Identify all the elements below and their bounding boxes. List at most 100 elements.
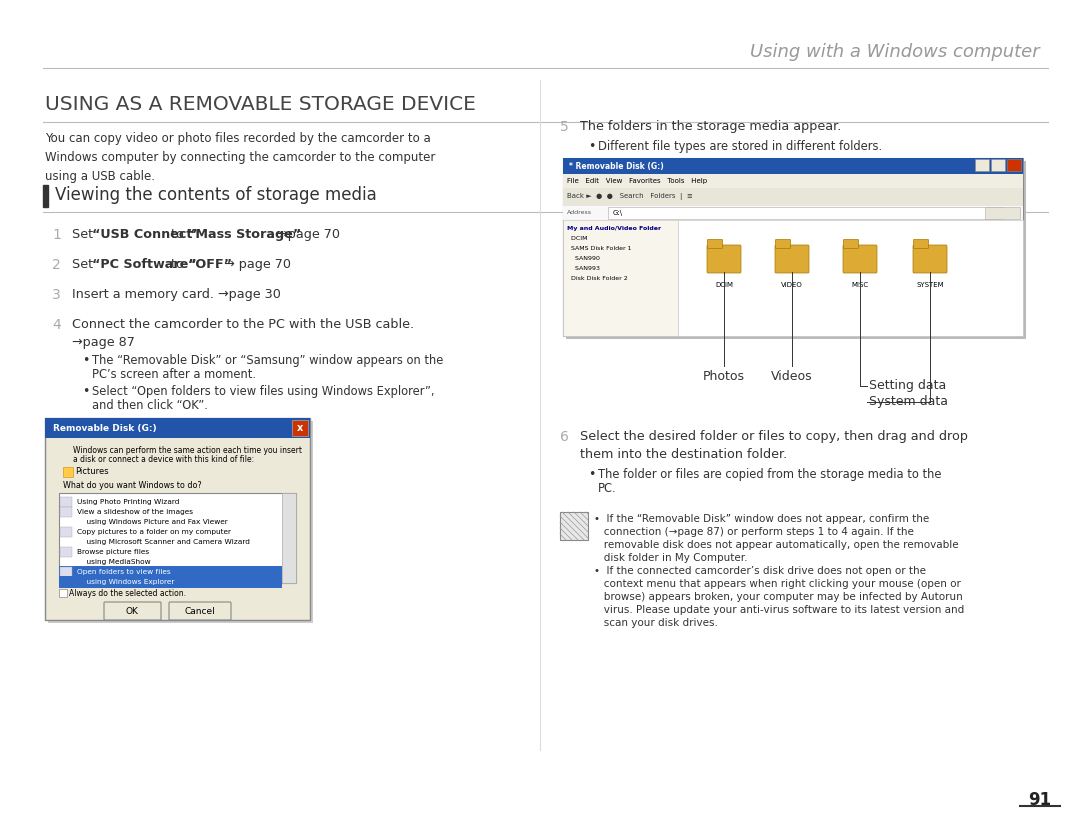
Text: . → page 70: . → page 70 (216, 258, 292, 271)
Text: •: • (82, 385, 90, 398)
Text: “Mass Storage”: “Mass Storage” (188, 228, 301, 241)
Text: context menu that appears when right clicking your mouse (open or: context menu that appears when right cli… (594, 579, 961, 589)
FancyBboxPatch shape (843, 245, 877, 273)
FancyBboxPatch shape (775, 245, 809, 273)
Text: The folder or files are copied from the storage media to the: The folder or files are copied from the … (598, 468, 942, 481)
FancyBboxPatch shape (914, 240, 929, 249)
FancyBboxPatch shape (104, 602, 161, 620)
Text: Connect the camcorder to the PC with the USB cable.: Connect the camcorder to the PC with the… (72, 318, 414, 331)
Bar (608, 207, 1003, 219)
Bar (60, 547, 72, 557)
FancyBboxPatch shape (707, 240, 723, 249)
Text: 4: 4 (52, 318, 60, 332)
Bar (60, 527, 72, 537)
FancyBboxPatch shape (168, 602, 231, 620)
Bar (282, 493, 296, 583)
Text: * Removable Disk (G:): * Removable Disk (G:) (569, 162, 664, 170)
Text: Select the desired folder or files to copy, then drag and drop: Select the desired folder or files to co… (580, 430, 968, 443)
Text: virus. Please update your anti-virus software to its latest version and: virus. Please update your anti-virus sof… (594, 605, 964, 615)
Text: connection (→page 87) or perform steps 1 to 4 again. If the: connection (→page 87) or perform steps 1… (594, 527, 914, 537)
Bar (991, 159, 1005, 171)
Text: x: x (297, 423, 303, 433)
Text: Using with a Windows computer: Using with a Windows computer (751, 43, 1040, 61)
Text: Videos: Videos (771, 370, 813, 383)
Text: 6: 6 (561, 430, 569, 444)
Text: DCIM: DCIM (715, 282, 733, 288)
Text: . →page 70: . →page 70 (269, 228, 339, 241)
Bar (59, 493, 296, 583)
Bar (59, 589, 67, 597)
Text: SAN990: SAN990 (567, 256, 599, 261)
Text: SAN993: SAN993 (567, 266, 600, 271)
FancyBboxPatch shape (707, 245, 741, 273)
Text: MISC: MISC (851, 282, 868, 288)
Text: VIDEO: VIDEO (781, 282, 802, 288)
Text: •: • (588, 468, 595, 481)
Text: browse) appears broken, your computer may be infected by Autorun: browse) appears broken, your computer ma… (594, 592, 962, 602)
Text: SAMS Disk Folder 1: SAMS Disk Folder 1 (567, 246, 632, 251)
Text: using Windows Picture and Fax Viewer: using Windows Picture and Fax Viewer (77, 519, 228, 525)
Text: PC.: PC. (598, 482, 617, 495)
Text: using Windows Explorer: using Windows Explorer (77, 579, 174, 585)
Text: Photos: Photos (703, 370, 745, 383)
Bar (1007, 159, 1021, 171)
Text: Address: Address (567, 211, 592, 216)
Bar (975, 159, 989, 171)
Text: •  If the “Removable Disk” window does not appear, confirm the: • If the “Removable Disk” window does no… (594, 514, 929, 524)
Text: Different file types are stored in different folders.: Different file types are stored in diffe… (598, 140, 882, 153)
Bar (45, 418, 310, 620)
Text: View a slideshow of the images: View a slideshow of the images (77, 509, 193, 515)
Bar (292, 420, 308, 436)
Text: Windows can perform the same action each time you insert: Windows can perform the same action each… (73, 446, 302, 455)
Bar (60, 497, 72, 507)
Bar (43, 185, 48, 207)
Bar (60, 507, 72, 517)
Text: PC’s screen after a moment.: PC’s screen after a moment. (92, 368, 256, 381)
Bar (563, 188, 1023, 206)
Text: Open folders to view files: Open folders to view files (77, 569, 171, 575)
Text: Always do the selected action.: Always do the selected action. (69, 588, 186, 597)
Text: Cancel: Cancel (185, 606, 215, 615)
Text: USING AS A REMOVABLE STORAGE DEVICE: USING AS A REMOVABLE STORAGE DEVICE (45, 95, 476, 114)
Text: The folders in the storage media appear.: The folders in the storage media appear. (580, 120, 841, 133)
Text: 91: 91 (1028, 791, 1052, 809)
Text: 2: 2 (52, 258, 60, 272)
Text: Viewing the contents of storage media: Viewing the contents of storage media (55, 186, 377, 204)
FancyBboxPatch shape (913, 245, 947, 273)
Text: to: to (167, 258, 188, 271)
Text: removable disk does not appear automatically, open the removable: removable disk does not appear automatic… (594, 540, 959, 550)
Text: You can copy video or photo files recorded by the camcorder to a
Windows compute: You can copy video or photo files record… (45, 132, 435, 183)
Text: 3: 3 (52, 288, 60, 302)
Bar (563, 158, 1023, 174)
Bar (563, 174, 1023, 188)
Text: •: • (82, 354, 90, 367)
Bar (60, 567, 72, 577)
Text: →page 87: →page 87 (72, 336, 135, 349)
FancyBboxPatch shape (843, 240, 859, 249)
Text: What do you want Windows to do?: What do you want Windows to do? (63, 481, 202, 490)
Text: a disk or connect a device with this kind of file:: a disk or connect a device with this kin… (73, 455, 254, 464)
Text: Insert a memory card. →page 30: Insert a memory card. →page 30 (72, 288, 281, 301)
Text: Set: Set (72, 258, 97, 271)
Text: Back ►  ●  ●   Search   Folders  |  ≡: Back ► ● ● Search Folders | ≡ (567, 193, 692, 201)
Text: DCIM: DCIM (567, 236, 588, 241)
Bar (678, 220, 1023, 336)
Text: Using Photo Printing Wizard: Using Photo Printing Wizard (77, 499, 179, 505)
Text: 5: 5 (561, 120, 569, 134)
Text: System data: System data (869, 396, 948, 409)
Text: Browse picture files: Browse picture files (77, 549, 149, 555)
Bar (566, 161, 1026, 339)
Text: Set: Set (72, 228, 97, 241)
Bar (563, 158, 1023, 336)
Text: Pictures: Pictures (75, 468, 109, 477)
Bar (59, 576, 282, 588)
Bar (563, 206, 1023, 220)
Bar (45, 418, 310, 438)
Bar (561, 512, 588, 540)
Text: Setting data: Setting data (869, 379, 946, 392)
Text: Select “Open folders to view files using Windows Explorer”,: Select “Open folders to view files using… (92, 385, 434, 398)
Text: “OFF”: “OFF” (188, 258, 232, 271)
Bar (48, 421, 313, 623)
Text: using MediaShow: using MediaShow (77, 559, 150, 565)
Bar (59, 566, 282, 578)
